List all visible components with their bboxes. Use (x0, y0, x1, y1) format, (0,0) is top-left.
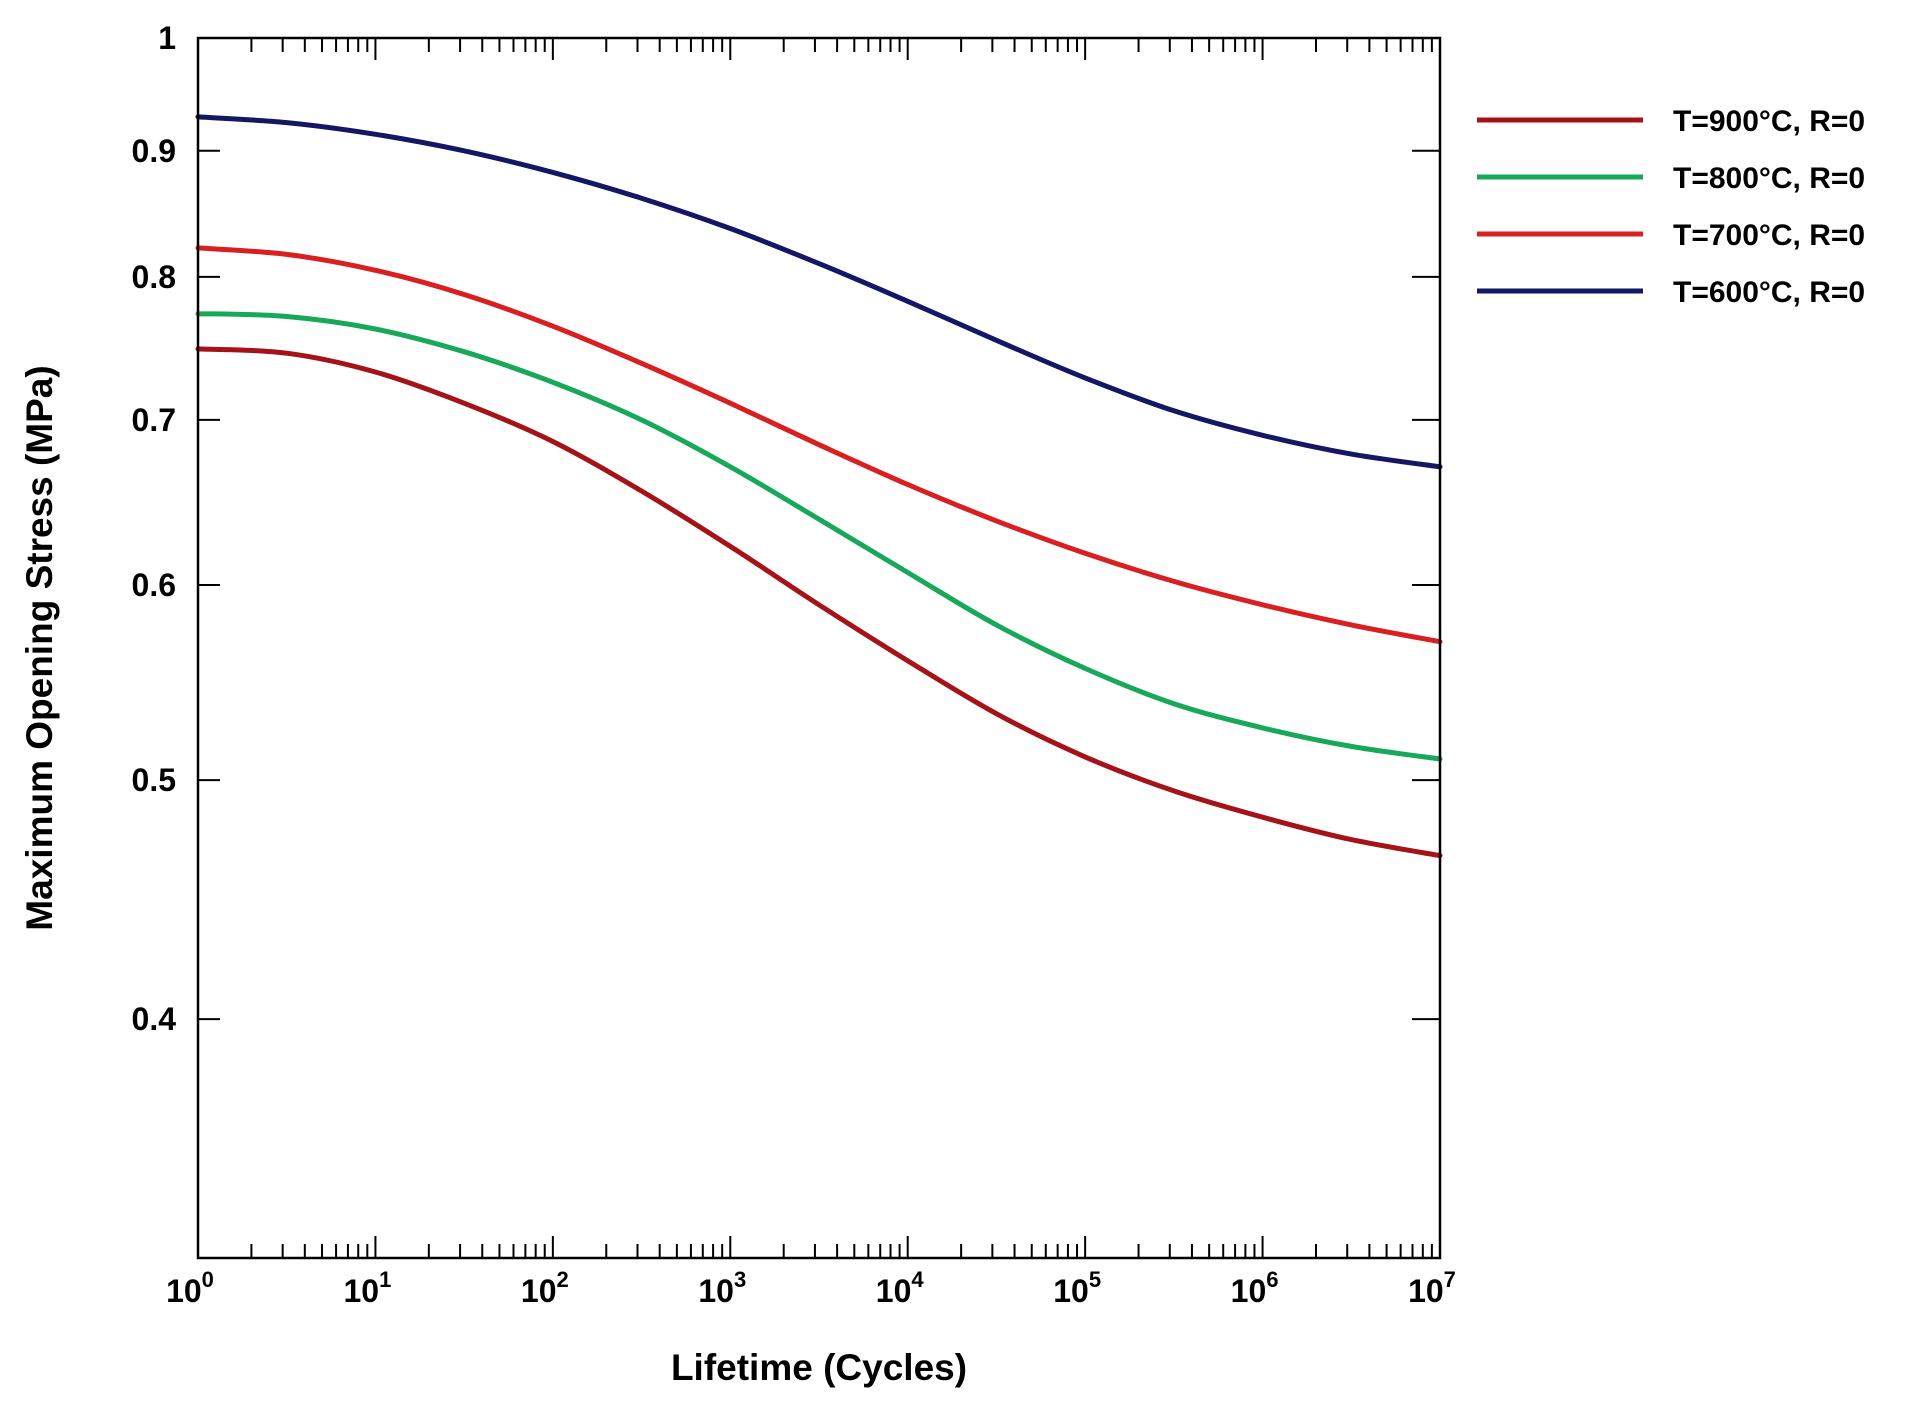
series-line (195, 114, 1443, 470)
legend-label: T=800°C, R=0 (1673, 162, 1865, 195)
x-tick-label: 103 (698, 1267, 746, 1309)
legend: T=900°C, R=0 T=800°C, R=0 T=700°C, R=0 T=60… (1477, 105, 1865, 309)
series-lines (195, 114, 1443, 859)
series-line (195, 346, 1443, 859)
y-axis-title: Maximum Opening Stress (MPa) (19, 365, 60, 930)
plot-frame (196, 36, 1442, 1260)
series-line (195, 245, 1443, 645)
x-tick-label: 102 (521, 1267, 569, 1309)
x-tick-label: 105 (1053, 1267, 1101, 1309)
axis-ticks (197, 37, 1441, 1258)
legend-label: T=900°C, R=0 (1673, 105, 1865, 138)
x-tick-label: 100 (166, 1267, 214, 1309)
series-line (195, 311, 1443, 762)
y-tick-label: 1 (158, 20, 176, 56)
y-tick-label: 0.9 (132, 133, 176, 169)
y-tick-label: 0.8 (132, 259, 176, 295)
y-tick-label: 0.5 (132, 762, 176, 798)
legend-label: T=600°C, R=0 (1673, 276, 1865, 309)
x-tick-label: 106 (1231, 1267, 1279, 1309)
y-tick-label: 0.7 (132, 402, 176, 438)
x-tick-label: 101 (344, 1267, 392, 1309)
y-tick-label: 0.6 (132, 567, 176, 603)
x-axis-title: Lifetime (Cycles) (671, 1347, 967, 1388)
x-tick-label: 107 (1408, 1267, 1456, 1309)
tick-labels: 100 101 102 103 104 105 106 107 0.4 0.5 0.6 0.7 0.8 0… (132, 20, 1456, 1309)
legend-label: T=700°C, R=0 (1673, 219, 1865, 252)
x-tick-label: 104 (876, 1267, 925, 1309)
y-tick-label: 0.4 (132, 1001, 177, 1037)
